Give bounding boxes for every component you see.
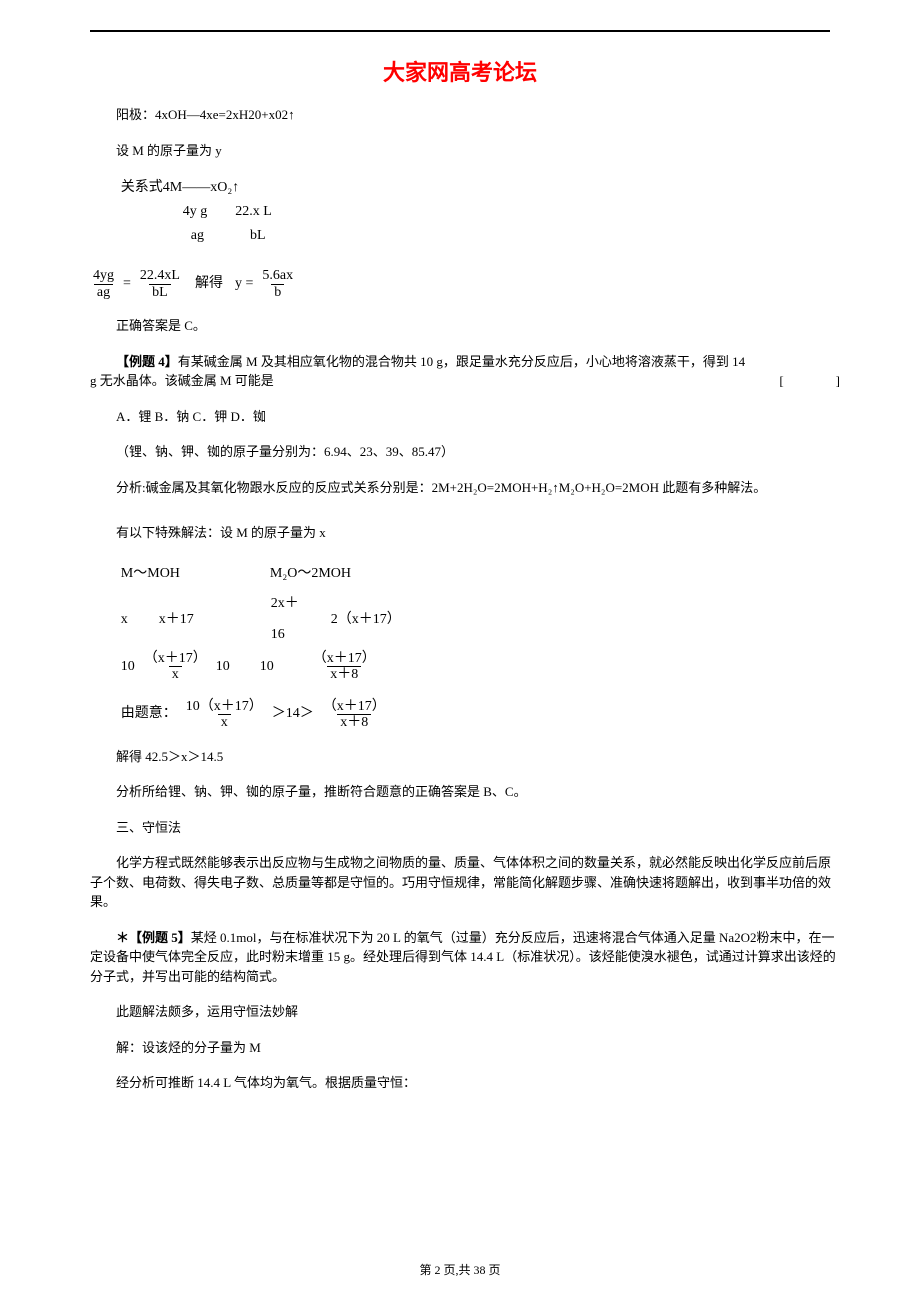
formula-line-1: 关系式4M——xO₂↑: [121, 176, 840, 200]
section-3-title: 三、守恒法: [90, 818, 840, 838]
tbl-r3c: 10: [260, 652, 274, 683]
example-5: ＊【例题 5】某烃 0.1mol，与在标准状况下为 20 L 的氧气（过量）充分…: [90, 928, 840, 987]
eq-sign: =: [123, 271, 131, 298]
special-method: 有以下特殊解法：设 M 的原子量为 x: [90, 523, 840, 543]
formula-line-3: ag bL: [121, 224, 840, 248]
conservation-explain: 化学方程式既然能够表示出反应物与生成物之间物质的量、质量、气体体积之间的数量关系…: [90, 853, 840, 912]
options-abcd: A．锂 B．钠 C．钾 D．铷: [90, 407, 840, 427]
frac-num: （x＋17）: [141, 651, 210, 666]
example-4-label: 【例题 4】: [116, 354, 178, 369]
set-m: 解：设该烃的分子量为 M: [90, 1038, 840, 1058]
frac-num: 22.4xL: [137, 268, 183, 283]
tbl-r2b: x＋17: [159, 605, 219, 636]
page-header-title: 大家网高考论坛: [0, 55, 920, 87]
example-4-line1: 【例题 4】有某碱金属 M 及其相应氧化物的混合物共 10 g，跟足量水充分反应…: [90, 352, 840, 372]
inequality-prefix: 由题意：: [121, 701, 177, 728]
frac-den: b: [271, 284, 284, 300]
judge-bc: 分析所给锂、钠、钾、铷的原子量，推断符合题意的正确答案是 B、C。: [90, 782, 840, 802]
frac-num: 4yg: [90, 268, 117, 283]
analysis-reactions: 分析:碱金属及其氧化物跟水反应的反应式关系分别是：2M+2H₂O=2MOH+H₂…: [90, 478, 840, 498]
frac-den: x: [218, 714, 231, 730]
tbl-r3a: 10: [121, 652, 135, 683]
formula-line-2: 4y g 22.x L: [121, 200, 840, 224]
tbl-r2a: x: [121, 605, 139, 636]
paragraph-answer-c: 正确答案是 C。: [90, 316, 840, 336]
frac-den: x: [169, 666, 182, 682]
frac-den: ag: [94, 284, 113, 300]
formula-inequality: 由题意： 10（x＋17） x ＞14＞ （x＋17） x＋8: [121, 699, 840, 731]
frac-num: （x＋17）: [310, 651, 379, 666]
frac-x17-x8: （x＋17） x＋8: [310, 651, 379, 683]
gt-14-gt: ＞14＞: [272, 701, 314, 728]
mass-conservation: 经分析可推断 14.4 L 气体均为氧气。根据质量守恒：: [90, 1073, 840, 1093]
frac-den: x＋8: [327, 666, 361, 682]
paragraph-anode: 阳极：4xOH—4xe=2xH20+x02↑: [90, 105, 840, 125]
paragraph-set-y: 设 M 的原子量为 y: [90, 141, 840, 161]
frac-x17-x8-b: （x＋17） x＋8: [320, 699, 389, 731]
atomic-weights: （锂、钠、钾、铷的原子量分别为：6.94、23、39、85.47）: [90, 442, 840, 462]
tbl-r2c: 2x＋16: [239, 589, 311, 651]
formula-solve-y: 4yg ag = 22.4xL bL 解得 y = 5.6ax b: [121, 263, 840, 300]
example-5-label: ＊【例题 5】: [116, 930, 191, 945]
f1-l3a: ag: [191, 224, 204, 248]
many-methods: 此题解法颇多，运用守恒法妙解: [90, 1002, 840, 1022]
frac-num: （x＋17）: [320, 699, 389, 714]
solved-range: 解得 42.5＞x＞14.5: [90, 747, 840, 767]
top-rule: [90, 30, 830, 32]
frac-den: bL: [149, 284, 171, 300]
f1-l2a: 4y g: [183, 200, 208, 224]
f1-l3b: bL: [232, 224, 266, 248]
frac-56ax-b: 5.6ax b: [259, 268, 296, 300]
frac-x17-x: （x＋17） x: [141, 651, 210, 683]
formula-relation-4m: 关系式4M——xO₂↑ 4y g 22.x L ag bL: [121, 176, 840, 247]
document-body: 阳极：4xOH—4xe=2xH20+x02↑ 设 M 的原子量为 y 关系式4M…: [90, 105, 840, 1109]
frac-num: 10（x＋17）: [183, 699, 266, 714]
y-equals: y =: [235, 271, 253, 298]
frac-den: x＋8: [337, 714, 371, 730]
example-4-text1: 有某碱金属 M 及其相应氧化物的混合物共 10 g，跟足量水充分反应后，小心地将…: [178, 354, 745, 369]
f1-l2b: 22.x L: [235, 200, 272, 224]
solve-text: 解得: [189, 271, 229, 298]
example-4-text2: g 无水晶体。该碱金属 M 可能是: [90, 371, 274, 391]
frac-num: 5.6ax: [259, 268, 296, 283]
tbl-r1b: M₂O～2MOH: [270, 559, 351, 590]
frac-10x17-x: 10（x＋17） x: [183, 699, 266, 731]
frac-224xl-bl: 22.4xL bL: [137, 268, 183, 300]
tbl-r2d: 2（x＋17）: [331, 605, 401, 636]
formula-table-moh: M～MOH M₂O～2MOH x x＋17 2x＋16 2（x＋17） 10 （…: [121, 559, 840, 683]
tbl-r1a: M～MOH: [121, 559, 180, 590]
page-footer: 第 2 页,共 38 页: [0, 1261, 920, 1278]
example-5-text: 某烃 0.1mol，与在标准状况下为 20 L 的氧气（过量）充分反应后，迅速将…: [90, 930, 836, 984]
answer-bracket: [ ]: [779, 371, 840, 391]
tbl-r3b-suffix: 10: [216, 652, 230, 683]
frac-4yg-ag: 4yg ag: [90, 268, 117, 300]
